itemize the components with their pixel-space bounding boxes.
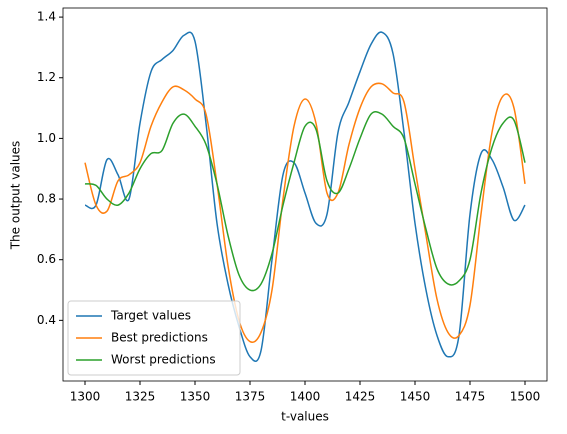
line-series <box>84 82 526 343</box>
y-tick-label: 1.0 <box>37 131 56 145</box>
y-tick-label: 1.2 <box>37 70 56 84</box>
x-tick-label: 1400 <box>290 390 321 404</box>
x-tick-label: 1325 <box>125 390 156 404</box>
y-tick-label: 0.4 <box>37 313 56 327</box>
y-tick-label: 0.6 <box>37 252 56 266</box>
legend-label: Best predictions <box>111 331 208 345</box>
y-axis-label: The output values <box>9 141 23 251</box>
x-tick-label: 1300 <box>70 390 101 404</box>
x-tick-label: 1500 <box>510 390 541 404</box>
plot-frame <box>62 7 548 382</box>
y-tick-label: 0.8 <box>37 192 56 206</box>
legend-box <box>67 300 241 376</box>
legend: Target values Best predictions Worst predi… <box>67 300 241 376</box>
y-tick-label: 1.4 <box>37 10 56 24</box>
x-tick-label: 1425 <box>345 390 376 404</box>
x-tick-label: 1450 <box>400 390 431 404</box>
legend-label: Worst predictions <box>111 353 216 367</box>
line-series <box>84 111 526 292</box>
x-tick-label: 1375 <box>235 390 266 404</box>
x-axis-label: t-values <box>281 410 329 424</box>
legend-label: Target values <box>110 309 191 323</box>
line-series <box>84 31 526 363</box>
x-tick-label: 1350 <box>180 390 211 404</box>
x-tick-label: 1475 <box>455 390 486 404</box>
